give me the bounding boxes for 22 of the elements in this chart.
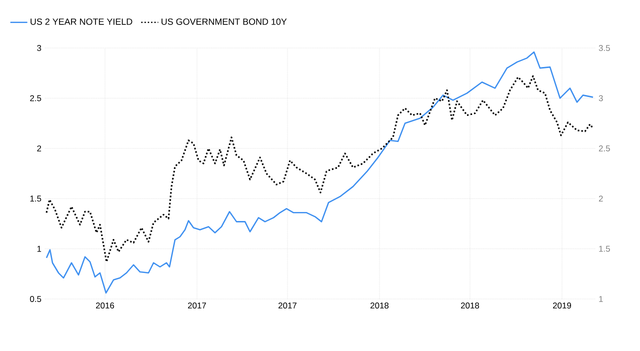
line-series	[46, 75, 594, 263]
y2-tick-label: 2.5	[598, 145, 610, 152]
y2-tick-label: 1.5	[599, 246, 610, 252]
legend-label: US GOVERNMENT BOND 10Y	[162, 18, 287, 25]
y2-tick-label: 2	[598, 196, 603, 202]
y-tick-label: 1	[37, 246, 42, 252]
x-tick-label: 2017	[278, 302, 296, 309]
y-tick-label: 0.5	[30, 296, 42, 302]
y2-tick-label: 3	[598, 95, 603, 102]
y2-tick-label: 1	[599, 296, 603, 302]
y-tick-label: 1.5	[30, 196, 42, 202]
x-tick-label: 2019	[553, 302, 572, 309]
x-tick-label: 2018	[461, 302, 480, 309]
y2-tick-label: 3.5	[598, 45, 610, 51]
x-tick-label: 2016	[96, 302, 114, 309]
x-tick-label: 2018	[370, 302, 389, 309]
y-tick-label: 3	[37, 45, 42, 51]
y-tick-label: 2.5	[30, 95, 42, 102]
legend-label: US 2 YEAR NOTE YIELD	[30, 18, 132, 25]
y-tick-label: 2	[37, 145, 42, 152]
x-tick-label: 2017	[188, 302, 206, 309]
line-series	[46, 51, 594, 294]
